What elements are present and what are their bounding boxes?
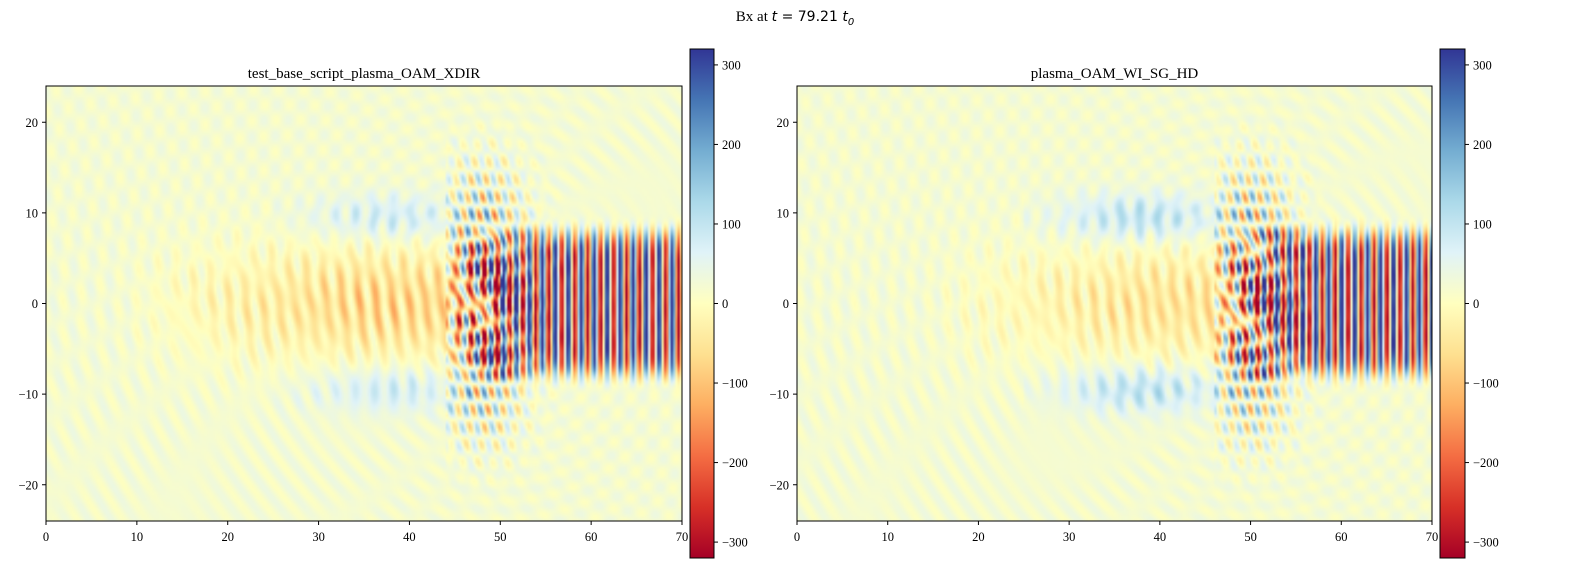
x-tick-label: 50 — [1244, 530, 1257, 544]
colorbar-tick-label: 0 — [1473, 297, 1479, 311]
suptitle-value: = 79.21 — [777, 9, 843, 25]
y-tick-label: −10 — [18, 388, 38, 402]
x-tick-label: 0 — [43, 530, 49, 544]
y-tick-label: 20 — [777, 116, 790, 130]
figure-suptitle: Bx at t = 79.21 t0 — [0, 9, 1590, 28]
colorbar — [689, 48, 715, 559]
x-tick-label: 0 — [794, 530, 800, 544]
y-tick-label: −10 — [769, 388, 789, 402]
x-tick-label: 10 — [881, 530, 894, 544]
x-tick-label: 40 — [1154, 530, 1167, 544]
colorbar-tick-label: 200 — [722, 138, 741, 152]
right-panel: 0 10 20 30 40 50 60 70−20−1001020plasma_OAM_WI_… — [769, 48, 1499, 559]
colorbar-tick-label: −200 — [1473, 456, 1499, 470]
y-tick-label: 0 — [32, 297, 38, 311]
y-tick-label: −20 — [769, 478, 789, 492]
x-tick-label: 30 — [1063, 530, 1076, 544]
colorbar-tick-label: 300 — [1473, 58, 1492, 72]
x-tick-label: 60 — [585, 530, 598, 544]
heatmap-image — [797, 86, 1432, 521]
colorbar-tick-label: −100 — [1473, 377, 1499, 391]
panel-title: plasma_OAM_WI_SG_HD — [1031, 66, 1199, 82]
y-tick-label: 10 — [777, 206, 790, 220]
suptitle-prefix: Bx at — [735, 9, 772, 25]
heatmap-image — [46, 86, 682, 521]
left-panel: 0 10 20 30 40 50 60 70−20−1001020test_base_scri… — [18, 48, 748, 559]
colorbar-tick-label: 0 — [722, 297, 728, 311]
x-tick-label: 10 — [131, 530, 144, 544]
colorbar — [1439, 48, 1466, 559]
y-tick-label: 0 — [783, 297, 789, 311]
suptitle-unit: t — [842, 9, 848, 25]
x-tick-label: 70 — [676, 530, 689, 544]
x-tick-label: 60 — [1335, 530, 1348, 544]
colorbar-tick-label: −200 — [722, 456, 748, 470]
colorbar-tick-label: −300 — [722, 536, 748, 550]
x-tick-label: 30 — [312, 530, 325, 544]
x-tick-label: 20 — [972, 530, 985, 544]
colorbar-tick-label: 100 — [722, 217, 741, 231]
y-tick-label: −20 — [18, 478, 38, 492]
x-tick-label: 70 — [1426, 530, 1439, 544]
colorbar-tick-label: 300 — [722, 58, 741, 72]
suptitle-unit-subscript: 0 — [847, 17, 855, 28]
x-tick-label: 40 — [403, 530, 416, 544]
panel-title: test_base_script_plasma_OAM_XDIR — [248, 66, 480, 82]
x-tick-label: 20 — [221, 530, 234, 544]
suptitle-variable: t — [771, 9, 778, 25]
y-tick-label: 20 — [26, 116, 39, 130]
colorbar-tick-label: 100 — [1473, 217, 1492, 231]
x-tick-label: 50 — [494, 530, 507, 544]
y-tick-label: 10 — [26, 206, 39, 220]
colorbar-tick-label: −100 — [722, 377, 748, 391]
colorbar-tick-label: −300 — [1473, 536, 1499, 550]
colorbar-tick-label: 200 — [1473, 138, 1492, 152]
